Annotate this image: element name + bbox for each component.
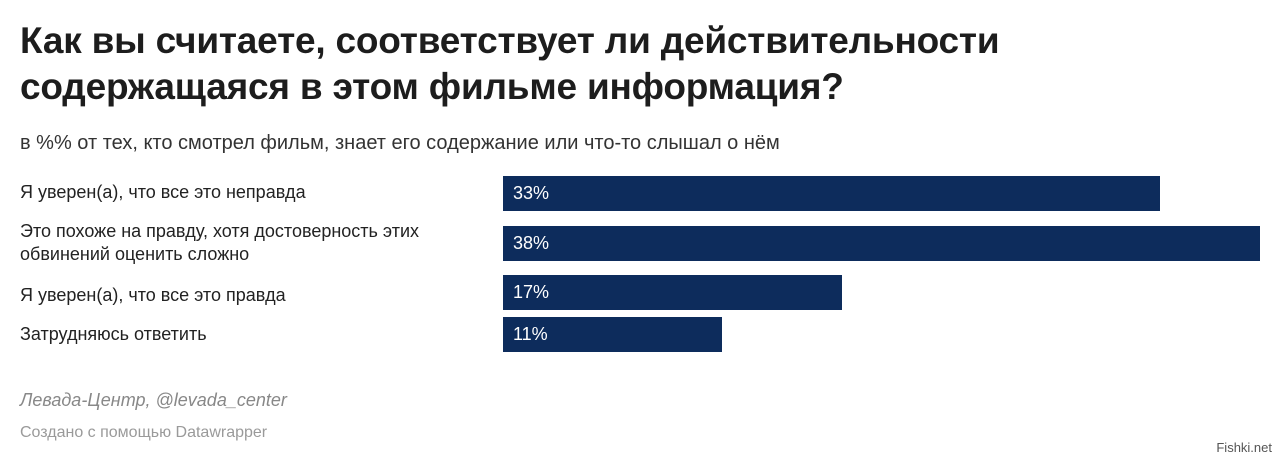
source-note: Левада-Центр, @levada_center	[20, 390, 287, 410]
bar-value-label: 17%	[513, 282, 550, 302]
category-label: Это похоже на правду, хотя достоверность…	[20, 221, 420, 264]
category-label: Я уверен(а), что все это правда	[20, 285, 286, 305]
bar-value-label: 33%	[513, 183, 550, 203]
category-label: Я уверен(а), что все это неправда	[20, 182, 306, 202]
bar-value-label: 11%	[513, 324, 548, 344]
watermark: Fishki.net	[1216, 440, 1272, 455]
chart-subtitle: в %% от тех, кто смотрел фильм, знает ег…	[20, 132, 780, 154]
bar: 17%	[503, 275, 842, 310]
category-label: Затрудняюсь ответить	[20, 324, 207, 344]
chart-title: Как вы считаете, соответствует ли действ…	[20, 20, 1000, 107]
credit-note: Создано с помощью Datawrapper	[20, 424, 268, 441]
bar: 11%	[503, 317, 722, 352]
bar: 33%	[503, 176, 1160, 211]
bar: 38%	[503, 226, 1260, 261]
bar-value-label: 38%	[513, 233, 550, 253]
bar-chart: Я уверен(а), что все это неправда 33% Это …	[0, 170, 1280, 360]
